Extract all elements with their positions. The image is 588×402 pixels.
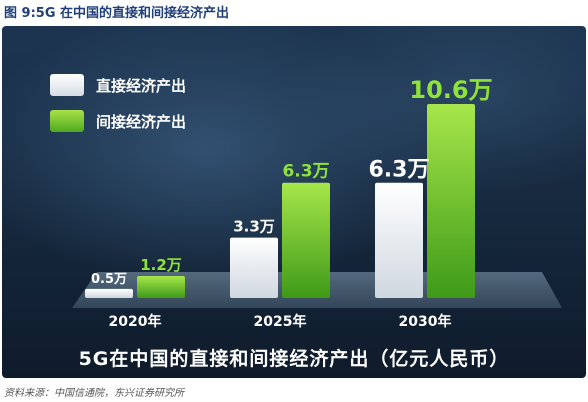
bar-indirect-1 <box>282 182 330 298</box>
data-label-direct-1: 3.3万 <box>233 218 275 236</box>
data-label-indirect-0: 1.2万 <box>140 256 182 274</box>
legend-label-indirect: 间接经济产出 <box>96 112 187 131</box>
bar-direct-2 <box>375 182 423 298</box>
bar-direct-0 <box>85 288 133 298</box>
data-label-direct-0: 0.5万 <box>91 272 127 287</box>
legend-swatch-indirect <box>50 110 84 132</box>
figure-title: 图 9:5G 在中国的直接和间接经济产出 <box>4 6 230 21</box>
bar-indirect-0 <box>137 276 185 298</box>
legend-item-indirect: 间接经济产出 <box>50 108 240 134</box>
legend-item-direct: 直接经济产出 <box>50 72 240 98</box>
x-tick-label-2: 2030年 <box>399 313 452 330</box>
data-label-direct-2: 6.3万 <box>369 158 430 183</box>
bar-direct-1 <box>230 237 278 298</box>
legend-swatch-direct <box>50 74 84 96</box>
legend-label-direct: 直接经济产出 <box>96 76 187 95</box>
chart-legend: 直接经济产出 间接经济产出 <box>50 72 240 144</box>
data-label-indirect-1: 6.3万 <box>282 162 329 182</box>
chart-title: 5G在中国的直接和间接经济产出（亿元人民币） <box>78 348 510 370</box>
bar-indirect-2 <box>427 104 475 298</box>
data-label-indirect-2: 10.6万 <box>409 76 492 104</box>
chart-panel: 0.5万 1.2万 2020年 3.3万 6.3万 2025年 6.3万 10.6万 2030年… <box>2 26 586 378</box>
x-tick-label-1: 2025年 <box>254 313 307 330</box>
x-tick-label-0: 2020年 <box>109 313 162 330</box>
bar-chart: 0.5万 1.2万 2020年 3.3万 6.3万 2025年 6.3万 10.6万 2030年 <box>72 76 562 330</box>
figure-source: 资料来源：中国信通院，东兴证券研究所 <box>4 388 184 399</box>
